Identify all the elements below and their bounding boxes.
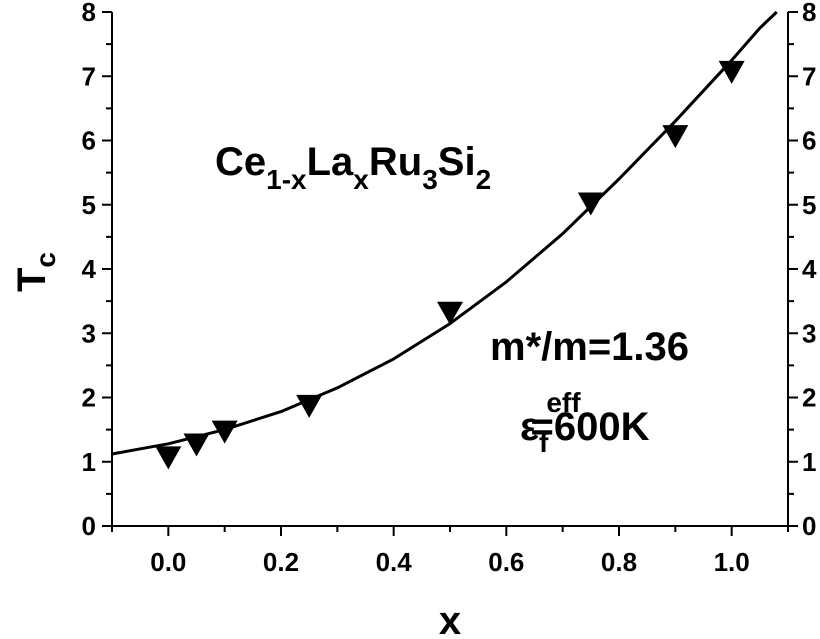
x-tick-label: 1.0 — [714, 547, 750, 577]
data-point-marker — [211, 420, 238, 444]
fermi-energy-subscript: f — [539, 427, 549, 458]
y-tick-label-right: 7 — [802, 61, 816, 91]
y-tick-label-right: 1 — [802, 447, 816, 477]
y-tick-label-left: 0 — [82, 511, 96, 541]
compound-symbol: Ru — [369, 140, 422, 184]
compound-subscript: 1-x — [266, 164, 307, 195]
x-tick-label: 0.8 — [601, 547, 637, 577]
data-point-marker — [155, 446, 182, 470]
y-tick-label-left: 5 — [82, 190, 96, 220]
compound-subscript: x — [353, 164, 369, 195]
compound-symbol: Ce — [215, 140, 266, 184]
data-point-marker — [662, 125, 689, 149]
fermi-energy-symbol: ε — [520, 405, 539, 449]
compound-symbol: Si — [438, 140, 476, 184]
x-tick-label: 0.2 — [263, 547, 299, 577]
y-tick-label-right: 3 — [802, 318, 816, 348]
x-tick-label: 0.6 — [488, 547, 524, 577]
compound-label: Ce1-xLaxRu3Si2 — [215, 140, 491, 195]
plot-layer — [111, 10, 789, 527]
mass-ratio-label: m*/m=1.36 — [490, 325, 689, 369]
y-axis-title: Tc — [10, 252, 61, 292]
y-tick-label-right: 8 — [802, 0, 816, 27]
compound-symbol: La — [307, 140, 354, 184]
y-tick-label-left: 7 — [82, 61, 96, 91]
data-point-marker — [183, 433, 210, 457]
y-tick-label-right: 6 — [802, 126, 816, 156]
y-tick-label-right: 2 — [802, 383, 816, 413]
x-axis-title: x — [439, 599, 461, 639]
data-point-marker — [577, 192, 604, 216]
data-point-marker — [296, 394, 323, 418]
y-tick-label-left: 1 — [82, 447, 96, 477]
compound-subscript: 3 — [422, 164, 438, 195]
marker-layer — [155, 60, 745, 470]
x-tick-label: 0.4 — [376, 547, 413, 577]
tick-layer: 0.0 0.2 0.4 0.6 0.8 1.0 0 1 2 3 4 5 6 7 8 0 1 2 3 4 5 6 7 8 — [82, 0, 817, 577]
y-axis-title-sub: c — [30, 252, 61, 268]
compound-subscript: 2 — [476, 164, 492, 195]
fermi-energy-superscript: eff — [546, 387, 581, 418]
fit-curve — [111, 10, 778, 456]
y-tick-label-left: 2 — [82, 383, 96, 413]
y-tick-label-left: 8 — [82, 0, 96, 27]
fermi-energy-value: =600K — [531, 405, 650, 449]
y-tick-label-right: 4 — [802, 254, 817, 284]
y-tick-label-left: 4 — [82, 254, 97, 284]
y-tick-label-left: 6 — [82, 126, 96, 156]
y-tick-label-right: 5 — [802, 190, 816, 220]
y-tick-label-left: 3 — [82, 318, 96, 348]
data-point-marker — [437, 301, 463, 325]
data-point-marker — [718, 60, 745, 84]
x-tick-label: 0.0 — [150, 547, 186, 577]
y-axis-title-main: T — [10, 268, 54, 292]
fermi-energy-label: εf eff =600K — [520, 387, 650, 458]
y-tick-label-right: 0 — [802, 511, 816, 541]
